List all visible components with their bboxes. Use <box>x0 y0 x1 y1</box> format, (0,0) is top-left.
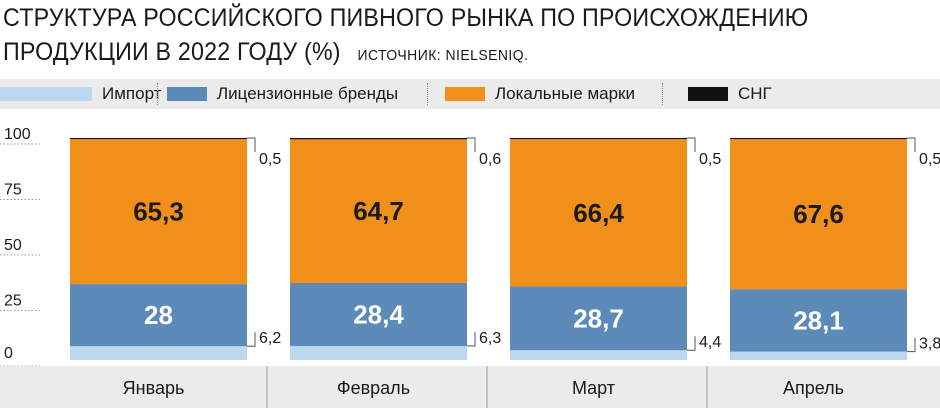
chart-title-line-1: СТРУКТУРА РОССИЙСКОГО ПИВНОГО РЫНКА ПО П… <box>3 4 809 32</box>
data-label: 67,6 <box>793 199 844 229</box>
legend-separator <box>427 83 428 105</box>
bracket-line <box>907 337 916 353</box>
bar-segment-4 <box>730 138 907 140</box>
bracket-line <box>247 137 256 152</box>
legend-label-cis: СНГ <box>738 84 772 103</box>
x-tick-label: Март <box>572 378 615 398</box>
data-label: 0,6 <box>479 151 501 168</box>
legend-separator <box>662 83 663 105</box>
data-label: 28,1 <box>793 305 844 335</box>
bar-segment-3 <box>70 139 247 285</box>
bar-segment-4 <box>70 138 247 140</box>
data-label: 28 <box>144 300 173 330</box>
legend: Импорт Лицензионные бренды Локальные мар… <box>0 79 940 109</box>
bracket-line <box>247 332 256 347</box>
bar-segment-2 <box>510 286 687 351</box>
legend-item-licensed: Лицензионные бренды <box>167 79 398 109</box>
data-label: 0,5 <box>259 151 281 168</box>
chart-title-line-2-text: ПРОДУКЦИИ В 2022 ГОДУ (%) <box>3 38 341 66</box>
y-tick-label: 75 <box>4 182 22 199</box>
legend-label-licensed: Лицензионные бренды <box>217 84 399 103</box>
bar-segment-3 <box>510 139 687 287</box>
bar-segment-2 <box>730 289 907 352</box>
y-tick-label: 0 <box>4 345 13 362</box>
bar-segment-1 <box>290 346 467 360</box>
bracket-line <box>687 336 696 351</box>
bar-segment-3 <box>290 139 467 283</box>
legend-swatch-local <box>445 87 485 101</box>
bar-segment-3 <box>730 139 907 290</box>
data-label: 0,5 <box>699 151 721 168</box>
legend-swatch-licensed <box>167 87 207 101</box>
y-tick-label: 50 <box>4 237 22 254</box>
x-tick-label: Февраль <box>337 378 410 398</box>
data-label: 28,4 <box>353 299 404 329</box>
bar-segment-1 <box>730 351 907 360</box>
bar-segment-4 <box>290 138 467 140</box>
data-label: 4,4 <box>699 334 721 351</box>
data-label: 6,2 <box>259 330 281 347</box>
bar-segment-1 <box>510 350 687 360</box>
x-tick-label: Апрель <box>783 378 844 398</box>
legend-swatch-import <box>0 87 92 101</box>
data-label: 6,3 <box>479 330 501 347</box>
data-label: 0,5 <box>919 151 940 168</box>
data-label: 66,4 <box>573 198 624 228</box>
y-tick-label: 100 <box>4 126 31 143</box>
data-label: 28,7 <box>573 303 624 333</box>
legend-swatch-cis <box>688 87 728 101</box>
data-label: 65,3 <box>133 197 184 227</box>
legend-label-import: Импорт <box>102 84 162 103</box>
bar-segment-4 <box>510 138 687 140</box>
source-note: ИСТОЧНИК: NIELSENIQ. <box>357 47 529 64</box>
legend-item-import: Импорт <box>0 79 161 109</box>
bar-segment-2 <box>70 284 247 347</box>
bracket-line <box>467 137 476 152</box>
data-label: 64,7 <box>353 196 404 226</box>
stacked-bar-chart: 0 25 50 75 100 28 65,3 0,5 6,2 28,4 64,7 0,6 6,3 28,7… <box>0 126 940 408</box>
legend-item-cis: СНГ <box>688 79 772 109</box>
data-label: 3,8 <box>919 336 940 353</box>
legend-item-local: Локальные марки <box>445 79 635 109</box>
x-tick-label: Январь <box>123 378 185 398</box>
legend-separator <box>157 83 158 105</box>
bar-segment-2 <box>290 282 467 347</box>
bracket-line <box>467 332 476 347</box>
category-axis-band <box>0 366 940 408</box>
y-tick-label: 25 <box>4 293 22 310</box>
bracket-line <box>907 137 916 152</box>
chart-title-line-2: ПРОДУКЦИИ В 2022 ГОДУ (%) ИСТОЧНИК: NIELS… <box>3 38 528 67</box>
legend-label-local: Локальные марки <box>495 84 635 103</box>
bracket-line <box>687 137 696 152</box>
bar-segment-1 <box>70 346 247 360</box>
